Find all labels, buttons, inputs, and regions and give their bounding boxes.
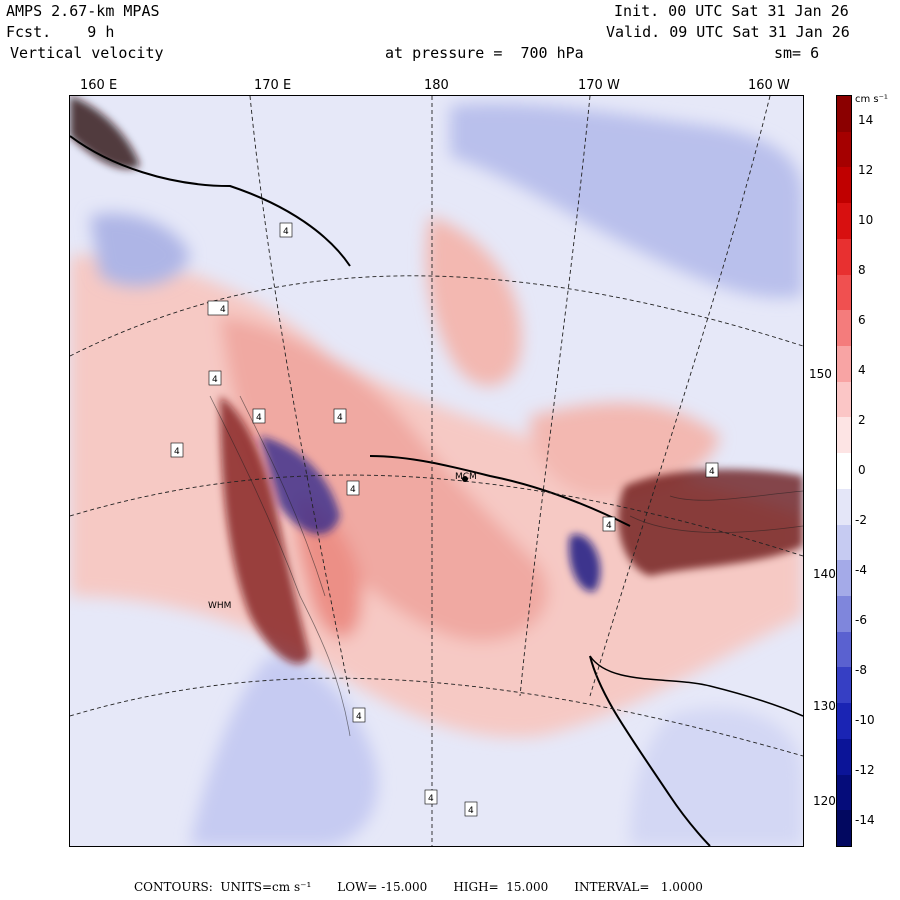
colorbar-unit: cm s⁻¹: [855, 94, 888, 105]
colorbar-segment: [837, 167, 851, 204]
colorbar-segment: [837, 417, 851, 454]
svg-text:4: 4: [220, 305, 226, 315]
colorbar-segment: [837, 346, 851, 383]
svg-text:4: 4: [283, 227, 289, 237]
init-time: Init. 00 UTC Sat 31 Jan 26: [614, 2, 849, 20]
svg-text:4: 4: [428, 794, 434, 804]
station-mcm-label: MCM: [455, 472, 477, 482]
svg-text:4: 4: [212, 375, 218, 385]
smoothing-label: sm= 6: [774, 44, 820, 62]
svg-text:4: 4: [606, 521, 612, 531]
contour-label: 4: [252, 408, 266, 424]
footer-low: LOW= -15.000: [337, 880, 428, 894]
colorbar-tick-label: -4: [855, 563, 867, 577]
colorbar-segment: [837, 238, 851, 276]
contour-footer: CONTOURS: UNITS=cm s⁻¹ LOW= -15.000 HIGH= …: [134, 880, 729, 894]
colorbar-segment: [837, 596, 851, 633]
colorbar-segment: [837, 131, 851, 168]
contour-label: 4: [464, 801, 478, 817]
lon-label-180: 180: [424, 78, 449, 93]
ice-shelf-edge: [589, 655, 803, 717]
svg-text:4: 4: [350, 485, 356, 495]
colorbar-tick-label: -10: [855, 713, 875, 727]
colorbar-tick-label: 8: [858, 263, 866, 277]
contour-label: 4: [602, 516, 616, 532]
fcst-value: 9 h: [87, 23, 115, 41]
parallel-c: [70, 677, 803, 757]
footer-contours: CONTOURS: UNITS=cm s⁻¹: [134, 880, 312, 894]
colorbar-tick-label: 14: [858, 113, 874, 127]
colorbar-tick-label: -8: [855, 663, 867, 677]
colorbar-segment: [837, 96, 851, 133]
colorbar-tick-label: 2: [858, 413, 866, 427]
lat-label-130: 130: [812, 699, 837, 713]
contour-label: 4: [705, 462, 719, 478]
colorbar-segment: [837, 703, 851, 740]
lon-label-160w: 160 W: [748, 78, 790, 93]
colorbar-segment: [837, 738, 851, 776]
footer-interval: INTERVAL= 1.0000: [574, 880, 703, 894]
colorbar-tick-label: 6: [858, 313, 866, 327]
svg-text:4: 4: [468, 806, 474, 816]
colorbar-segment: [837, 560, 851, 597]
colorbar-segment: [837, 203, 851, 240]
field-name: Vertical velocity: [10, 44, 164, 62]
contour-label-group: 4 4 4 4 4 4 4 4 4 4 4 4: [170, 222, 719, 817]
fcst-label: Fcst.: [6, 23, 52, 41]
svg-text:4: 4: [709, 467, 715, 477]
station-whm-label: WHM: [208, 601, 231, 611]
meridian-160w: [589, 96, 771, 697]
colorbar-segment: [837, 274, 851, 311]
pressure-level: at pressure = 700 hPa: [385, 44, 584, 62]
colorbar-segment: [837, 488, 851, 526]
contour-lines: [209, 395, 803, 737]
valid-time: Valid. 09 UTC Sat 31 Jan 26: [606, 23, 850, 41]
contour-label: 4: [346, 480, 360, 496]
colorbar: [836, 95, 852, 847]
map-canvas: MCM WHM 4 4 4 4 4 4 4 4 4 4 4 4: [70, 96, 803, 846]
graticule: [70, 96, 803, 846]
colorbar-segment: [837, 381, 851, 418]
lon-label-160e: 160 E: [80, 78, 118, 93]
svg-text:4: 4: [256, 413, 262, 423]
footer-high: HIGH= 15.000: [453, 880, 549, 894]
coastline: [70, 135, 711, 846]
svg-text:4: 4: [356, 712, 362, 722]
meridian-170e: [249, 96, 351, 697]
colorbar-tick-label: 10: [858, 213, 874, 227]
colorbar-tick-label: 0: [858, 463, 866, 477]
parallel-a: [70, 275, 803, 357]
map-panel: MCM WHM 4 4 4 4 4 4 4 4 4 4 4 4: [69, 95, 804, 847]
parallel-b: [70, 474, 803, 557]
station-mcm-marker: [462, 476, 468, 482]
contour-label: 4: [208, 370, 222, 386]
forecast-label: Fcst. 9 h: [6, 23, 114, 41]
negative-regions: [90, 103, 803, 846]
contour-label: 4: [424, 789, 438, 805]
lon-label-170e: 170 E: [254, 78, 292, 93]
colorbar-segment: [837, 310, 851, 347]
colorbar-segment: [837, 631, 851, 668]
colorbar-segment: [837, 774, 851, 811]
lon-label-170w: 170 W: [578, 78, 620, 93]
colorbar-tick-label: 12: [858, 163, 874, 177]
colorbar-tick-label: -14: [855, 813, 875, 827]
svg-text:4: 4: [337, 413, 343, 423]
contour-label: 4: [207, 300, 229, 316]
colorbar-tick-label: -2: [855, 513, 867, 527]
colorbar-segment: [837, 453, 851, 490]
colorbar-segment: [837, 524, 851, 561]
contour-label: 4: [333, 408, 347, 424]
contour-label: 4: [170, 442, 184, 458]
colorbar-segment: [837, 810, 851, 847]
contour-label: 4: [279, 222, 293, 238]
colorbar-tick-label: -12: [855, 763, 875, 777]
colorbar-segment: [837, 667, 851, 704]
meridian-170w: [519, 96, 591, 697]
contour-label: 4: [352, 707, 366, 723]
colorbar-tick-label: 4: [858, 363, 866, 377]
colorbar-tick-label: -6: [855, 613, 867, 627]
model-title: AMPS 2.67-km MPAS: [6, 2, 160, 20]
svg-text:4: 4: [174, 447, 180, 457]
